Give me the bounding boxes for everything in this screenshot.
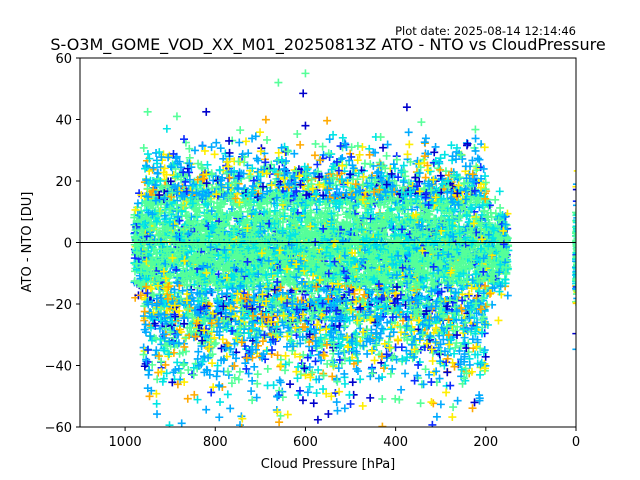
chart-title: S-O3M_GOME_VOD_XX_M01_20250813Z ATO - NT…	[50, 35, 605, 55]
data-points	[130, 69, 576, 427]
data-point	[496, 203, 505, 212]
data-point	[278, 288, 287, 297]
data-point	[494, 316, 503, 325]
data-point	[495, 187, 504, 196]
data-point	[390, 176, 399, 185]
data-point	[266, 179, 275, 188]
data-point	[484, 203, 493, 212]
data-point	[503, 291, 512, 300]
data-point	[369, 210, 378, 219]
plot-date: Plot date: 2025-08-14 12:14:46	[395, 24, 576, 38]
data-point	[419, 283, 428, 292]
data-point	[491, 195, 500, 204]
data-point	[207, 143, 216, 152]
